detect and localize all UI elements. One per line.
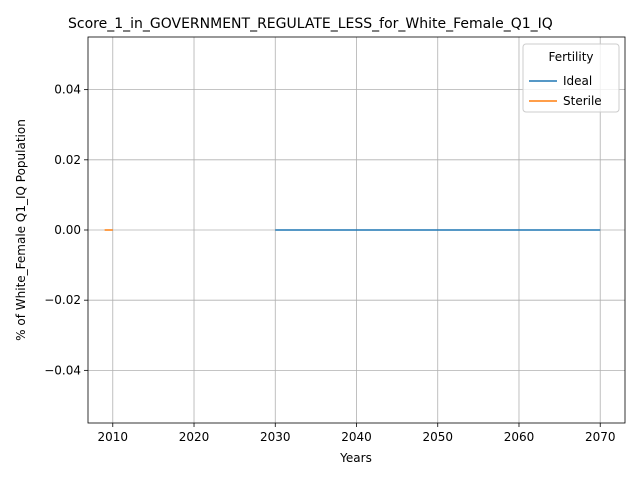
y-tick-label: −0.04	[44, 363, 81, 377]
x-tick-label: 2010	[98, 430, 129, 444]
x-tick-label: 2050	[422, 430, 453, 444]
x-axis-label: Years	[339, 451, 372, 465]
x-tick-label: 2040	[341, 430, 372, 444]
y-axis-label: % of White_Female Q1_IQ Population	[14, 119, 28, 341]
y-tick-label: 0.04	[54, 83, 81, 97]
x-axis-ticks: 2010 2020 2030 2040 2050 2060 2070	[98, 423, 616, 444]
chart-title: Score_1_in_GOVERNMENT_REGULATE_LESS_for_…	[68, 16, 553, 32]
x-tick-label: 2020	[179, 430, 210, 444]
x-tick-label: 2060	[504, 430, 535, 444]
y-tick-label: 0.02	[54, 153, 81, 167]
legend: Fertility Ideal Sterile	[522, 43, 620, 113]
legend-title: Fertility	[548, 50, 593, 64]
legend-entry-sterile: Sterile	[563, 94, 602, 108]
legend-entry-ideal: Ideal	[563, 74, 592, 88]
x-tick-label: 2070	[585, 430, 616, 444]
x-tick-label: 2030	[260, 430, 291, 444]
y-tick-label: 0.00	[54, 223, 81, 237]
y-tick-label: −0.02	[44, 293, 81, 307]
legend-box	[522, 43, 620, 113]
y-axis-ticks: −0.04 −0.02 0.00 0.02 0.04	[44, 83, 88, 377]
